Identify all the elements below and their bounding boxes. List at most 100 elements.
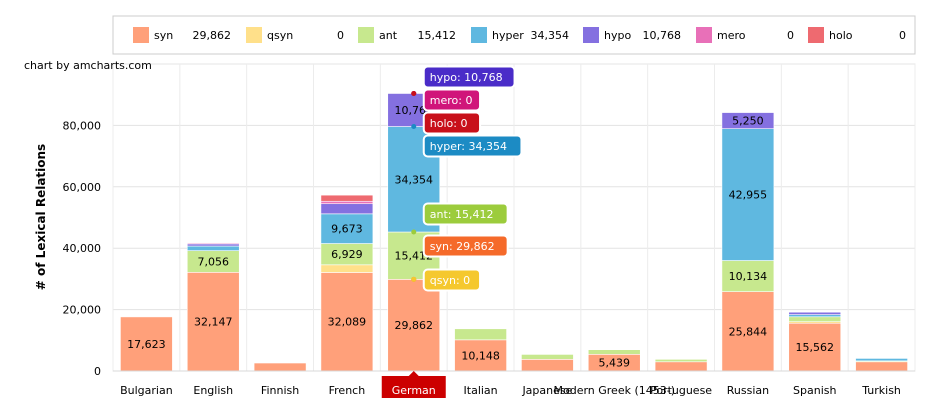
data-label: 10,148 [461, 349, 500, 362]
y-tick-label: 40,000 [63, 242, 102, 255]
bar-french-mero[interactable] [320, 200, 374, 205]
bar-turkish-syn[interactable] [855, 361, 908, 372]
x-tick-label[interactable]: Turkish [861, 384, 901, 397]
x-tick-label[interactable]: German [392, 384, 436, 397]
bar-bulgarian-syn[interactable] [120, 316, 173, 372]
bar-spanish-hypo[interactable] [788, 311, 842, 315]
data-label: 5,439 [599, 357, 631, 370]
data-label: 9,673 [331, 223, 363, 236]
legend[interactable]: syn 29,862 qsyn 0 ant 15,412 hyper 34,354 hypo 10… [112, 15, 916, 55]
x-tick-label[interactable]: Portuguese [650, 384, 712, 397]
x-tick-label[interactable]: Bulgarian [120, 384, 173, 397]
bar-french-syn[interactable] [320, 272, 374, 372]
tooltip-box-holo [422, 111, 482, 135]
legend-swatch-hypo[interactable] [583, 27, 599, 43]
legend-swatch-hyper[interactable] [471, 27, 487, 43]
bar-russian-ant[interactable] [721, 260, 775, 292]
tooltip-text-hyper: hyper: 34,354 [430, 140, 507, 153]
x-tick-highlight-arrow [408, 371, 419, 376]
legend-value-mero: 0 [787, 29, 794, 42]
y-tick-label: 80,000 [63, 119, 102, 132]
tooltips: hypo: 10,768 mero: 0 holo: 0 hyper: 34,354 a… [411, 65, 523, 292]
bar-japanese-syn[interactable] [521, 359, 574, 372]
bar-english-syn[interactable] [186, 272, 240, 372]
legend-value-hypo: 10,768 [643, 29, 682, 42]
tooltip-text-syn: syn: 29,862 [430, 240, 495, 253]
axes: 0 20,000 40,000 60,000 80,000 Bulgarian Englis… [63, 119, 915, 398]
bar-english-hypo[interactable] [186, 243, 240, 247]
data-label: 42,955 [729, 189, 768, 202]
legend-swatch-mero[interactable] [696, 27, 712, 43]
bar-japanese-ant[interactable] [521, 354, 574, 360]
tooltip-text-qsyn: qsyn: 0 [430, 274, 470, 287]
bar-modern-greek-1453-ant[interactable] [587, 349, 641, 355]
bar-italian-ant[interactable] [454, 328, 507, 341]
x-tick-label[interactable]: Spanish [793, 384, 836, 397]
legend-swatch-holo[interactable] [808, 27, 824, 43]
data-label: 34,354 [395, 173, 434, 186]
legend-swatch-syn[interactable] [133, 27, 149, 43]
bar-portuguese-syn[interactable] [654, 361, 708, 372]
chart-credit[interactable]: chart by amcharts.com [24, 59, 152, 72]
data-label: 6,929 [331, 248, 363, 261]
legend-label-hypo[interactable]: hypo [604, 29, 631, 42]
x-tick-label[interactable]: Japanese [521, 384, 572, 397]
y-axis-title: # of Lexical Relations [34, 144, 48, 290]
data-label: 32,089 [328, 316, 367, 329]
tooltip-marker-qsyn [411, 276, 417, 282]
legend-label-hyper[interactable]: hyper [492, 29, 524, 42]
data-label: 32,147 [194, 316, 233, 329]
data-label: 5,250 [732, 115, 764, 128]
bar-portuguese-ant[interactable] [654, 359, 708, 363]
x-tick-label[interactable]: Italian [464, 384, 498, 397]
bar-french-holo[interactable] [320, 194, 374, 202]
tooltip-text-holo: holo: 0 [430, 117, 468, 130]
x-tick-label[interactable]: Modern Greek (1453-) [553, 384, 675, 397]
legend-value-ant: 15,412 [418, 29, 457, 42]
legend-value-hyper: 34,354 [531, 29, 570, 42]
legend-label-holo[interactable]: holo [829, 29, 853, 42]
y-tick-label: 0 [94, 365, 101, 378]
bar-finnish-syn[interactable] [253, 362, 307, 372]
legend-label-syn[interactable]: syn [154, 29, 173, 42]
data-label: 7,056 [198, 255, 230, 268]
bar-french-hypo[interactable] [320, 203, 374, 215]
bar-spanish-ant[interactable] [788, 316, 842, 322]
tooltip-marker-hyper [411, 124, 417, 130]
tooltip-box-hyper [422, 134, 523, 158]
grid [112, 63, 916, 372]
data-label: 15,562 [796, 341, 835, 354]
x-tick-label[interactable]: Finnish [261, 384, 299, 397]
x-tick-label[interactable]: Russian [727, 384, 769, 397]
bar-russian-hypo[interactable] [721, 112, 775, 129]
legend-label-mero[interactable]: mero [717, 29, 746, 42]
x-tick-highlight [381, 376, 446, 398]
tooltip-marker-ant [411, 229, 417, 235]
bar-english-hyper[interactable] [186, 245, 240, 251]
legend-value-qsyn: 0 [337, 29, 344, 42]
tooltip-text-ant: ant: 15,412 [430, 208, 494, 221]
y-tick-label: 60,000 [63, 181, 102, 194]
tooltip-text-mero: mero: 0 [430, 94, 473, 107]
tooltip-box-qsyn [422, 268, 482, 292]
legend-swatch-ant[interactable] [358, 27, 374, 43]
bar-english-mero[interactable] [186, 242, 240, 245]
legend-label-qsyn[interactable]: qsyn [267, 29, 293, 42]
bar-spanish-syn[interactable] [788, 322, 842, 372]
bar-spanish-hyper[interactable] [788, 314, 842, 318]
legend-value-syn: 29,862 [193, 29, 232, 42]
bar-turkish-hyper[interactable] [855, 358, 908, 362]
tooltip-text-hypo: hypo: 10,768 [430, 71, 503, 84]
bar-french-qsyn[interactable] [320, 264, 374, 273]
x-tick-label[interactable]: English [193, 384, 233, 397]
legend-value-holo: 0 [899, 29, 906, 42]
tooltip-box-mero [422, 88, 482, 112]
legend-swatch-qsyn[interactable] [246, 27, 262, 43]
data-label: 17,623 [127, 338, 166, 351]
tooltip-marker-holo [411, 90, 417, 96]
legend-label-ant[interactable]: ant [379, 29, 398, 42]
x-tick-label[interactable]: French [329, 384, 366, 397]
bar-italian-syn[interactable] [454, 339, 507, 372]
